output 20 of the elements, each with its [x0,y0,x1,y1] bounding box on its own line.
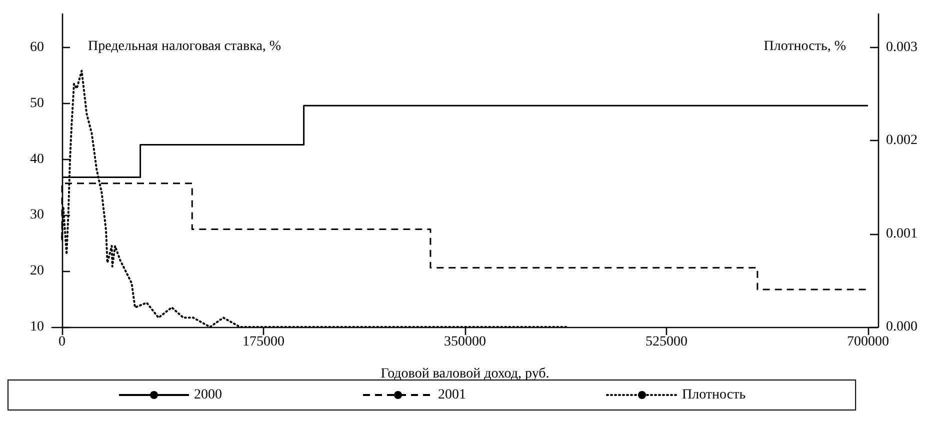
x-tick-label: 700000 [846,334,889,350]
y-tick-label: 30 [30,208,44,223]
y-tick-label: 10 [30,320,44,334]
x-tick-label: 350000 [444,334,486,350]
y-tick-label: 60 [30,40,44,56]
y-tick-label: 40 [30,152,44,167]
legend-label: 2000 [194,388,222,402]
x-tick-label: 175000 [242,334,285,350]
y-tick-label: 20 [30,264,44,279]
y2-axis-title: Плотность, % [764,39,846,54]
y2-tick-label: 0.000 [886,320,918,334]
legend-label: 2001 [438,388,466,402]
legend-label: Плотность [682,388,746,402]
x-tick-label: 0 [58,334,66,350]
y2-tick-label: 0.003 [886,40,918,56]
y2-tick-label: 0.002 [886,133,918,148]
y-tick-label: 50 [30,96,44,111]
x-tick-label: 525000 [645,334,688,350]
y-axis-title: Предельная налоговая ставка, % [88,39,282,54]
y2-tick-label: 0.001 [886,226,918,242]
